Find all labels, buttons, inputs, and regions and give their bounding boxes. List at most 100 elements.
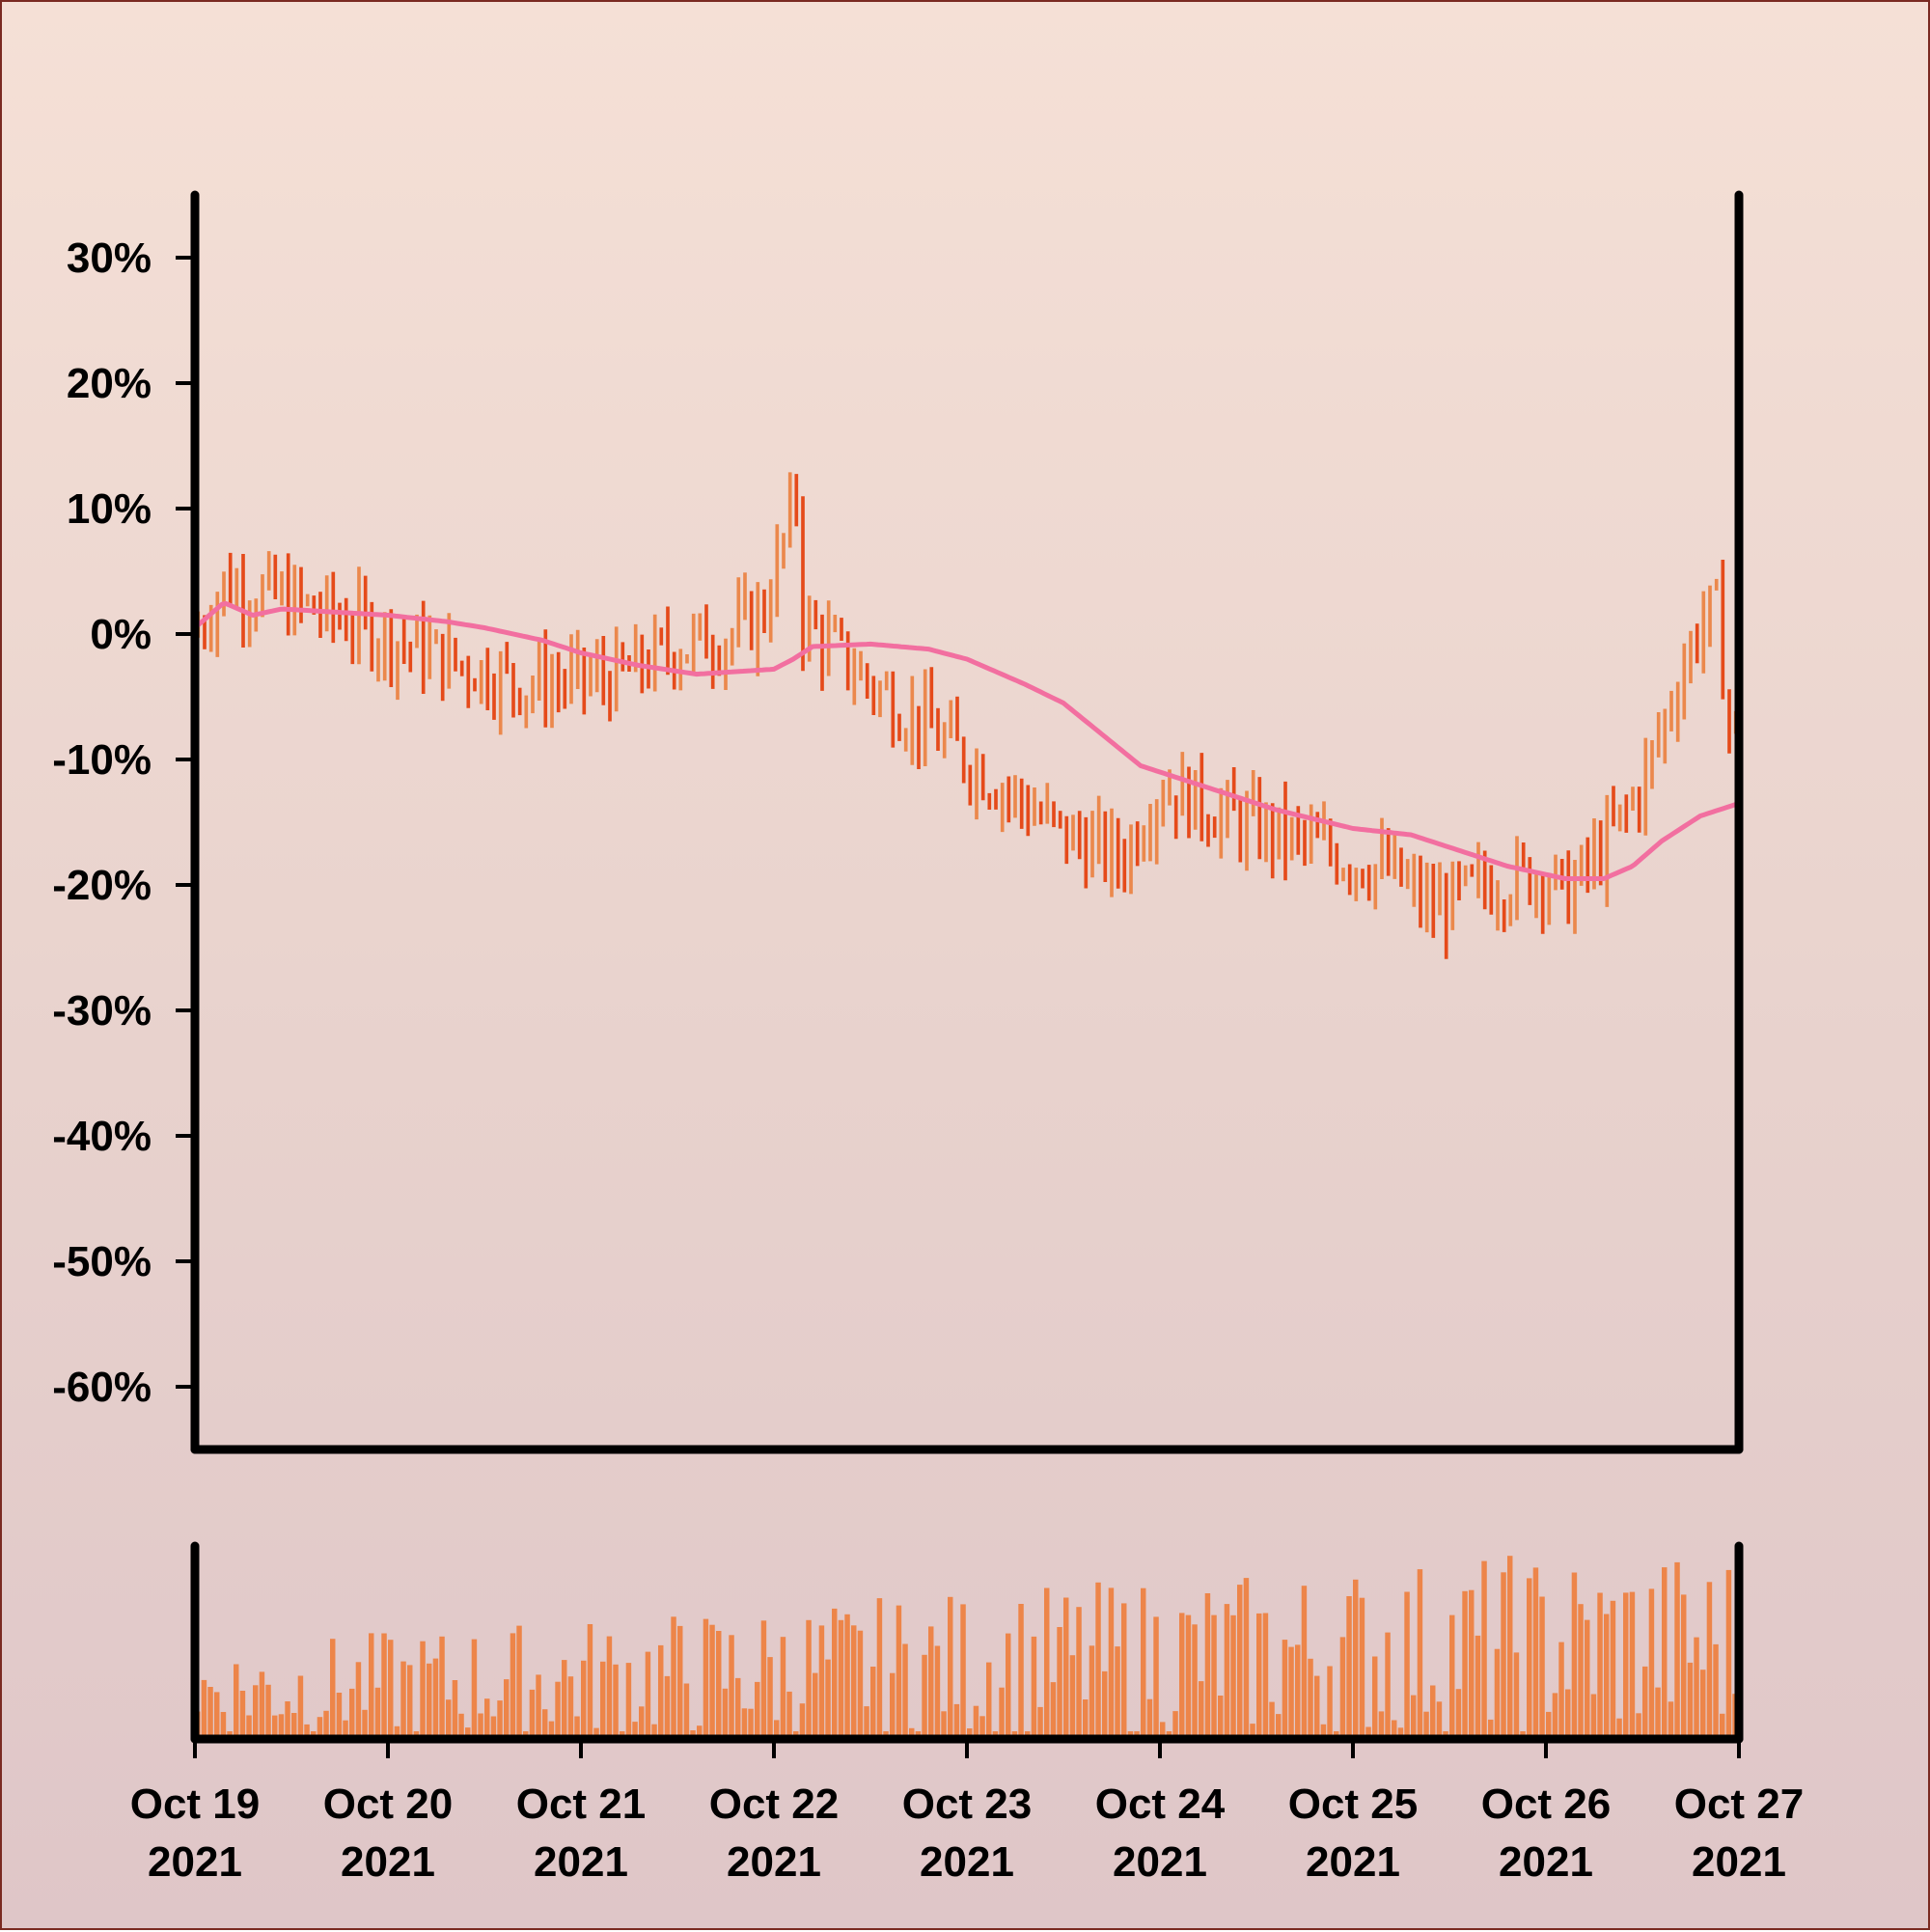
volume-bar <box>986 1662 992 1739</box>
volume-bar <box>1449 1615 1455 1739</box>
volume-bar <box>1314 1675 1320 1739</box>
volume-bar <box>478 1713 483 1739</box>
x-tick-label-date: Oct 24 <box>1095 1780 1226 1828</box>
volume-bar <box>1475 1635 1481 1739</box>
volume-bar <box>542 1709 548 1739</box>
volume-bar <box>671 1616 676 1739</box>
volume-bar <box>896 1605 902 1739</box>
volume-bar <box>297 1675 304 1739</box>
volume-bar <box>1706 1582 1713 1739</box>
volume-bar <box>760 1620 767 1739</box>
x-tick-label-date: Oct 27 <box>1674 1780 1805 1828</box>
volume-bar <box>922 1654 927 1739</box>
y-tick-label: -40% <box>52 1113 152 1160</box>
volume-bar <box>516 1625 522 1739</box>
volume-bar <box>201 1679 207 1739</box>
volume-bar <box>1276 1714 1282 1739</box>
price-panel: 30% 20% 10% 0% -10% -20% -30% -40% -50% -60% <box>52 190 1744 1454</box>
volume-bar <box>1385 1632 1391 1739</box>
volume-bar <box>864 1706 869 1739</box>
volume-bar <box>735 1677 741 1739</box>
volume-bar <box>1327 1666 1333 1739</box>
volume-bar <box>1224 1604 1230 1739</box>
volume-bar <box>1031 1636 1037 1739</box>
volume-bar <box>1218 1696 1224 1739</box>
volume-bar <box>1121 1603 1127 1739</box>
volume-bar <box>1095 1582 1101 1739</box>
volume-bar <box>1436 1701 1443 1739</box>
volume-bar <box>1662 1567 1668 1739</box>
volume-bar <box>1674 1561 1680 1739</box>
y-tick-label: -30% <box>52 987 152 1035</box>
volume-bar <box>1199 1681 1204 1739</box>
volume-bar <box>1050 1682 1057 1739</box>
x-tick-label-date: Oct 20 <box>323 1780 454 1828</box>
volume-bar <box>876 1598 883 1739</box>
volume-bar <box>394 1725 400 1739</box>
volume-bar <box>709 1624 715 1739</box>
volume-bar <box>343 1720 348 1739</box>
volume-bar <box>432 1658 439 1739</box>
volume-bar <box>813 1672 818 1739</box>
volume-bar <box>1585 1619 1590 1739</box>
volume-bar <box>1179 1613 1185 1739</box>
volume-bar <box>593 1727 599 1739</box>
volume-bar <box>645 1651 651 1739</box>
volume-bar <box>1430 1685 1436 1739</box>
volume-bar <box>729 1635 734 1739</box>
volume-bar <box>1481 1560 1487 1739</box>
volume-bar <box>407 1665 413 1739</box>
volume-bar <box>1102 1670 1108 1739</box>
volume-bar <box>1192 1624 1198 1739</box>
y-tick-label: 30% <box>67 235 152 282</box>
volume-bar <box>832 1608 838 1739</box>
volume-bar <box>683 1683 690 1739</box>
volume-bar <box>239 1691 246 1739</box>
volume-bar <box>234 1664 239 1739</box>
volume-bar <box>369 1633 374 1739</box>
volume-bar <box>632 1722 638 1739</box>
x-axis-ticks: Oct 19 2021 Oct 20 2021 Oct 21 2021 Oct 22 2021… <box>130 1739 1805 1886</box>
volume-bar <box>953 1703 960 1739</box>
volume-bar <box>1616 1718 1622 1739</box>
x-tick-label-year: 2021 <box>920 1838 1014 1886</box>
volume-bar <box>362 1709 368 1739</box>
volume-bar <box>458 1713 464 1739</box>
volume-bar <box>490 1716 497 1739</box>
volume-bar <box>1462 1590 1468 1739</box>
volume-bar <box>504 1679 510 1739</box>
volume-bar <box>1288 1646 1294 1739</box>
volume-bar <box>581 1660 587 1739</box>
x-tick-label-year: 2021 <box>1499 1838 1593 1886</box>
volume-bar <box>510 1633 516 1739</box>
volume-bar <box>1546 1711 1552 1739</box>
volume-bar <box>291 1713 297 1739</box>
volume-bar <box>1590 1694 1597 1739</box>
volume-bar <box>838 1619 844 1739</box>
volume-bar <box>613 1664 619 1739</box>
volume-bar <box>1172 1711 1178 1739</box>
volume-bar <box>818 1625 825 1739</box>
volume-bar <box>870 1667 876 1739</box>
volume-bar <box>253 1685 259 1739</box>
volume-bars <box>195 1556 1738 1739</box>
volume-bar <box>1146 1698 1153 1739</box>
volume-bar <box>1037 1706 1043 1739</box>
volume-bar <box>658 1644 664 1739</box>
volume-bar <box>1700 1670 1706 1739</box>
price-axes <box>190 190 1744 1454</box>
volume-bar <box>446 1699 452 1739</box>
volume-bar <box>703 1618 709 1739</box>
volume-bar <box>548 1721 555 1739</box>
volume-bar <box>948 1596 953 1739</box>
volume-bar <box>1655 1687 1661 1739</box>
y-tick-label: 20% <box>67 360 152 407</box>
volume-bar <box>741 1708 748 1739</box>
volume-bar <box>1204 1593 1211 1739</box>
volume-bar <box>651 1724 657 1739</box>
volume-bar <box>381 1633 387 1739</box>
volume-bar <box>1565 1689 1571 1739</box>
volume-bar <box>1539 1596 1545 1739</box>
